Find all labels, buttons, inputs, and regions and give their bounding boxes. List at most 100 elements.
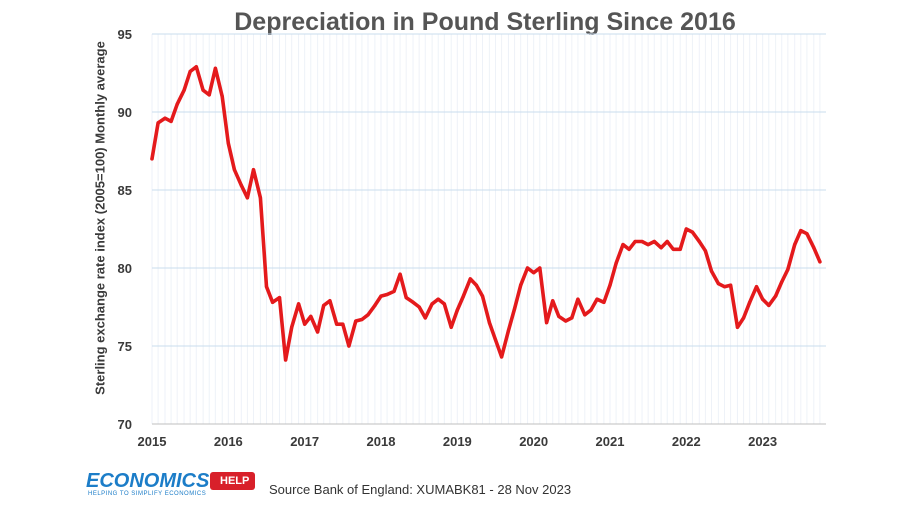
data-point — [341, 322, 345, 326]
data-point — [748, 300, 752, 304]
data-point — [303, 322, 307, 326]
data-point — [290, 325, 294, 329]
data-point — [786, 267, 790, 272]
data-point — [449, 325, 453, 329]
data-point — [207, 93, 211, 97]
y-tick-label-90: 90 — [118, 105, 132, 120]
logo-wordmark: ECONOMICS — [86, 470, 210, 492]
data-point — [799, 228, 803, 233]
data-point — [646, 243, 650, 247]
data-point — [398, 272, 402, 276]
data-point — [741, 316, 746, 320]
data-point — [455, 308, 459, 312]
logo-help-tag: HELP — [210, 472, 256, 490]
data-point — [296, 302, 301, 306]
data-point — [761, 297, 765, 301]
data-point — [436, 297, 440, 301]
data-point — [557, 314, 561, 318]
data-point — [150, 157, 154, 161]
data-point — [532, 271, 536, 275]
data-point — [417, 305, 421, 309]
y-tick-label-70: 70 — [118, 417, 132, 432]
data-point — [309, 314, 313, 318]
data-point — [468, 277, 472, 281]
data-point — [793, 243, 797, 247]
data-point — [169, 119, 173, 123]
data-point — [430, 302, 434, 306]
data-point — [602, 300, 606, 304]
data-point — [722, 285, 727, 289]
data-point — [551, 299, 555, 303]
data-point — [277, 296, 282, 300]
data-point — [347, 344, 351, 348]
y-tick-label-80: 80 — [118, 261, 132, 276]
data-point — [818, 260, 822, 264]
data-point — [570, 316, 574, 320]
data-point — [201, 88, 205, 92]
x-tick-label-2019: 2019 — [443, 434, 472, 449]
x-tick-label-2015: 2015 — [138, 434, 167, 449]
data-point — [671, 247, 675, 251]
data-point — [684, 227, 688, 231]
data-point — [728, 283, 733, 287]
data-point — [487, 321, 491, 325]
data-point — [583, 313, 587, 317]
data-point — [194, 65, 198, 69]
x-axis-ticks: 2015 2016 2017 2018 2019 2020 2021 2022 2023 — [138, 434, 778, 449]
data-point — [226, 141, 230, 145]
x-tick-label-2016: 2016 — [214, 434, 243, 449]
y-tick-label-85: 85 — [118, 183, 132, 198]
x-tick-label-2020: 2020 — [519, 434, 548, 449]
data-point — [175, 102, 179, 106]
data-point — [404, 296, 408, 300]
data-point — [621, 243, 625, 247]
y-axis-ticks: 70 75 80 85 90 95 — [118, 27, 132, 432]
data-point — [640, 239, 644, 244]
data-point — [652, 239, 656, 244]
x-tick-label-2017: 2017 — [290, 434, 319, 449]
data-point — [659, 246, 663, 250]
data-point — [678, 247, 682, 251]
data-point — [220, 94, 224, 98]
data-point — [538, 266, 542, 270]
economics-help-logo: ECONOMICS HELP HELPING TO SIMPLIFY ECONO… — [86, 470, 258, 500]
data-point — [474, 283, 479, 287]
data-point — [690, 230, 695, 234]
data-point — [545, 321, 549, 325]
series-group — [150, 65, 822, 362]
data-point — [322, 303, 326, 308]
data-point — [614, 261, 618, 265]
data-point — [156, 121, 160, 125]
data-point — [665, 239, 669, 244]
data-point — [182, 88, 186, 92]
data-point — [512, 306, 517, 311]
data-point — [423, 316, 427, 320]
data-point — [493, 338, 498, 342]
data-point — [480, 294, 485, 298]
data-point — [499, 355, 504, 359]
data-point — [812, 246, 816, 250]
data-point — [735, 325, 740, 329]
data-point — [354, 319, 358, 323]
data-point — [525, 266, 530, 270]
data-point — [780, 280, 784, 284]
data-point — [595, 297, 599, 301]
data-point — [283, 358, 288, 362]
data-point — [379, 294, 383, 298]
data-point — [709, 269, 714, 273]
data-point — [461, 294, 466, 298]
x-tick-label-2023: 2023 — [748, 434, 777, 449]
data-point — [564, 319, 568, 323]
chart-plot-area: 70 75 80 85 90 95 2015 2016 2017 2018 2019 2020 202… — [118, 27, 826, 449]
data-point — [754, 285, 759, 289]
data-point — [627, 247, 631, 251]
data-point — [589, 308, 593, 312]
data-point — [697, 239, 701, 244]
chart-title: Depreciation in Pound Sterling Since 201… — [234, 8, 736, 36]
y-axis-title: Sterling exchange rate index (2005=100) … — [92, 41, 108, 395]
data-point — [392, 289, 396, 293]
data-point — [385, 292, 389, 297]
data-point — [366, 313, 370, 317]
data-point — [264, 285, 269, 289]
gridlines — [152, 33, 826, 425]
